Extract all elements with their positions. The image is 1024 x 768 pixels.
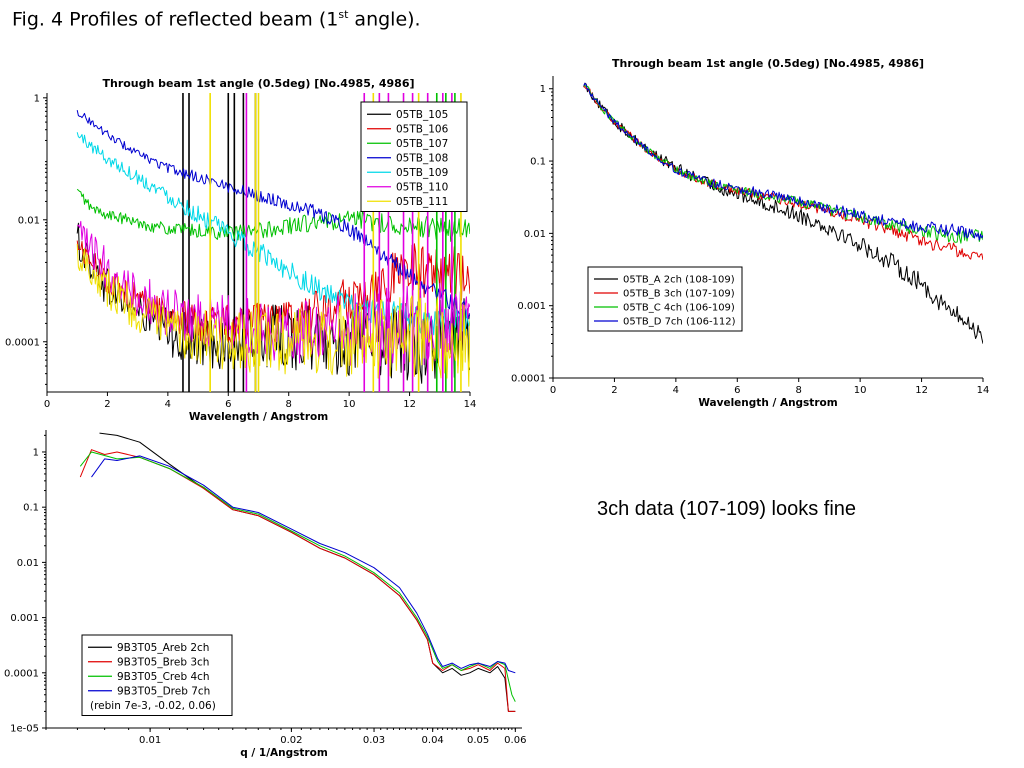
x-tick-label: 0.01 — [139, 735, 161, 746]
x-tick-label: 12 — [915, 385, 928, 396]
x-tick-label: 10 — [343, 399, 356, 410]
y-tick-label: 0.0001 — [4, 668, 39, 679]
chart1-svg: Through beam 1st angle (0.5deg) [No.4985… — [5, 77, 477, 423]
legend-label: 05TB_108 — [396, 152, 448, 164]
x-axis-label: Wavelength / Angstrom — [189, 411, 328, 423]
series-line-4 — [91, 455, 516, 674]
legend-box — [587, 266, 743, 332]
x-tick-label: 4 — [673, 385, 679, 396]
legend-note: (rebin 7e-3, -0.02, 0.06) — [90, 700, 216, 712]
legend-label: 05TB_110 — [396, 181, 448, 193]
y-tick-label: 0.1 — [23, 503, 39, 514]
x-tick-label: 0 — [44, 399, 50, 410]
x-tick-label: 0.03 — [363, 735, 385, 746]
x-tick-label: 8 — [286, 399, 292, 410]
y-tick-label: 0.01 — [524, 229, 546, 240]
y-tick-label: 0.01 — [18, 215, 40, 226]
series-line-7 — [76, 243, 470, 387]
annotation-note: 3ch data (107-109) looks fine — [597, 498, 857, 520]
x-tick-label: 10 — [854, 385, 867, 396]
y-tick-label: 0.01 — [17, 558, 39, 569]
series-line-3 — [583, 84, 983, 244]
series-line-4 — [76, 109, 470, 320]
chart-title: Through beam 1st angle (0.5deg) [No.4985… — [102, 77, 414, 90]
series-line-4 — [583, 82, 983, 241]
legend-box — [81, 634, 233, 716]
x-tick-label: 0.06 — [504, 735, 526, 746]
legend-label: 9B3T05_Areb 2ch — [117, 642, 209, 654]
legend-label: 9B3T05_Dreb 7ch — [117, 685, 210, 697]
legend-label: 05TB_111 — [396, 196, 448, 208]
y-tick-label: 1 — [540, 84, 546, 95]
legend-label: 9B3T05_Creb 4ch — [117, 671, 210, 683]
y-tick-label: 0.1 — [530, 157, 546, 168]
x-tick-label: 6 — [225, 399, 231, 410]
y-tick-label: 0.001 — [10, 613, 39, 624]
x-tick-label: 8 — [796, 385, 802, 396]
legend-box — [360, 101, 468, 212]
series-line-3 — [79, 451, 516, 702]
legend-label: 05TB_107 — [396, 138, 448, 150]
slide-title-main: Fig. 4 Profiles of reflected beam (1 — [12, 8, 339, 31]
slide-title: Fig. 4 Profiles of reflected beam (1st a… — [12, 8, 421, 30]
x-tick-label: 6 — [734, 385, 740, 396]
y-tick-label: 0.0001 — [5, 337, 40, 348]
x-tick-label: 14 — [977, 385, 990, 396]
series-line-2 — [583, 85, 983, 260]
x-tick-label: 0 — [550, 385, 556, 396]
y-tick-label: 1 — [33, 447, 39, 458]
legend-label: 05TB_A 2ch (108-109) — [623, 275, 735, 286]
x-tick-label: 2 — [104, 399, 110, 410]
series-line-3 — [76, 188, 470, 242]
chart-reflected-beam-by-channel: Through beam 1st angle (0.5deg) [No.4985… — [0, 70, 490, 430]
chart-reflectivity-vs-q: 0.01 0.02 0.03 0.04 0.05 0.06 1e-05 0.0001 0.001… — [0, 428, 545, 768]
legend-label: 05TB_106 — [396, 123, 449, 135]
chart-title: Through beam 1st angle (0.5deg) [No.4985… — [612, 57, 924, 70]
legend-label: 05TB_105 — [396, 109, 448, 121]
legend-label: 05TB_109 — [396, 167, 448, 179]
chart2-svg: Through beam 1st angle (0.5deg) [No.4985… — [511, 57, 990, 409]
x-tick-label: 0.04 — [422, 735, 444, 746]
chart-reflected-beam-by-group: Through beam 1st angle (0.5deg) [No.4985… — [505, 52, 1010, 422]
x-axis-label: Wavelength / Angstrom — [698, 397, 837, 409]
legend-label: 9B3T05_Breb 3ch — [117, 656, 209, 668]
x-axis-label: q / 1/Angstrom — [240, 747, 328, 759]
slide-title-superscript: st — [338, 8, 349, 21]
chart3-svg: 0.01 0.02 0.03 0.04 0.05 0.06 1e-05 0.0001 0.001… — [4, 430, 526, 759]
y-tick-label: 1 — [34, 93, 40, 104]
legend-label: 05TB_C 4ch (106-109) — [623, 303, 735, 314]
y-tick-label: 0.001 — [517, 301, 546, 312]
x-tick-label: 12 — [403, 399, 416, 410]
legend-label: 05TB_D 7ch (106-112) — [623, 317, 736, 328]
x-tick-label: 0.05 — [467, 735, 489, 746]
y-tick-label: 0.0001 — [511, 374, 546, 385]
slide-title-end: angle). — [348, 8, 421, 31]
x-tick-label: 14 — [464, 399, 477, 410]
series-line-5 — [76, 132, 470, 337]
x-tick-label: 2 — [611, 385, 617, 396]
x-tick-label: 4 — [165, 399, 171, 410]
legend-label: 05TB_B 3ch (107-109) — [623, 289, 735, 300]
x-tick-label: 0.02 — [280, 735, 302, 746]
y-tick-label: 1e-05 — [10, 724, 39, 735]
series-line-6 — [76, 220, 470, 367]
